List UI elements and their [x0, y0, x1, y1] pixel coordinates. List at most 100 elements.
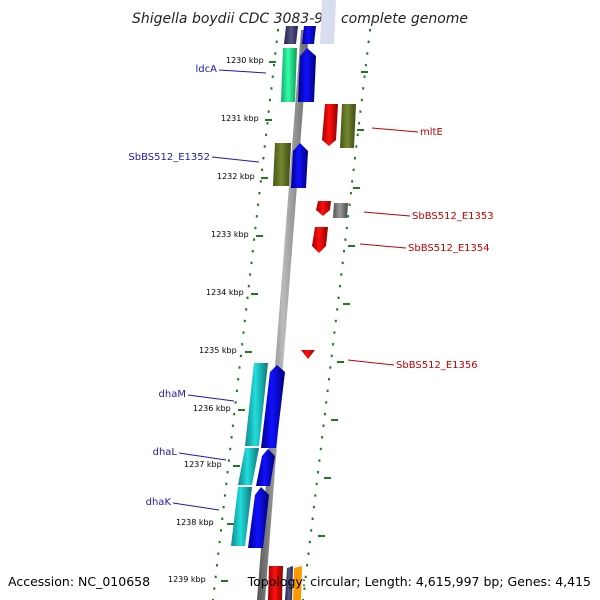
gene-label-sb1352[interactable]: SbBS512_E1352 — [128, 152, 210, 163]
feature-dhaM-cds[interactable] — [261, 365, 285, 448]
tick-dot — [351, 180, 354, 183]
tick-dot — [223, 494, 226, 497]
tick-label-1230: 1230 kbp — [226, 56, 264, 65]
tick-label-1231: 1231 kbp — [221, 114, 259, 123]
topology-text: Topology: circular; Length: 4,615,997 bp… — [247, 574, 591, 589]
top-shadow-band — [320, 0, 336, 44]
tick-dot — [220, 529, 222, 532]
tick-dot — [362, 87, 365, 90]
tick-dot — [275, 40, 278, 43]
feature-dhaL-cds[interactable] — [256, 449, 275, 486]
leader-sb1354 — [359, 243, 407, 249]
tick-dot — [317, 471, 319, 474]
tick-dot — [217, 552, 220, 555]
tick-dot — [273, 63, 275, 67]
feature-ldcA-cds[interactable] — [298, 48, 316, 102]
tick-dot — [347, 215, 350, 218]
tick-dot — [315, 482, 318, 486]
tick-dot — [274, 52, 277, 55]
tick-dot — [359, 110, 362, 113]
tick-dot — [343, 250, 345, 253]
feature-sb1354-cds[interactable] — [312, 227, 328, 253]
feature-dhaL-cog[interactable] — [238, 448, 259, 485]
tick-dot — [265, 133, 268, 137]
tick-label-1233: 1233 kbp — [211, 230, 249, 239]
feature-dhaK-cog[interactable] — [231, 487, 252, 546]
gene-label-dhaL[interactable]: dhaL — [153, 447, 178, 458]
feature-sb1356-cds[interactable] — [301, 350, 315, 359]
gene-label-sb1353[interactable]: SbBS512_E1353 — [412, 211, 494, 222]
gene-label-sb1354[interactable]: SbBS512_E1354 — [408, 243, 490, 254]
tick-dot — [255, 215, 258, 218]
tick-dot — [356, 133, 359, 137]
tick-dot — [235, 389, 238, 392]
feature-dhaM-cog[interactable] — [245, 363, 268, 446]
tick-dot — [230, 436, 233, 439]
tick-dot — [314, 494, 317, 497]
feature-bottom-cds-red[interactable] — [268, 566, 283, 600]
tick-dot — [303, 587, 306, 590]
leader-ldcA — [218, 69, 267, 74]
tick-dot — [333, 331, 336, 334]
tick-dot — [263, 145, 266, 148]
leader-dhaL — [178, 452, 227, 461]
tick-dot — [328, 378, 330, 381]
tick-dot — [337, 296, 340, 299]
tick-dot — [225, 482, 228, 486]
leader-sb1353 — [363, 211, 411, 217]
feature-dhaK-cds[interactable] — [248, 487, 269, 548]
tick-dot — [277, 29, 279, 32]
feature-mltE-cog[interactable] — [340, 104, 356, 148]
leader-sb1356 — [347, 359, 395, 366]
feature-bottom-cog-navy[interactable] — [285, 566, 293, 600]
tick-dot — [266, 122, 269, 125]
map-title: Shigella boydii CDC 3083-94, complete ge… — [132, 11, 468, 27]
feature-top-cog[interactable] — [284, 26, 298, 44]
tick-dot — [226, 471, 229, 474]
leader-dhaM — [187, 394, 235, 402]
tick-dot — [254, 226, 257, 230]
feature-sb1352-cds[interactable] — [291, 143, 308, 188]
tick-dot — [246, 296, 249, 299]
gene-label-mltE[interactable]: mltE — [420, 127, 443, 138]
tick-label-1234: 1234 kbp — [206, 288, 244, 297]
feature-top-cds[interactable] — [302, 26, 316, 44]
tick-dot — [218, 540, 221, 544]
tick-dot — [344, 238, 347, 241]
gene-label-sb1356[interactable]: SbBS512_E1356 — [396, 360, 478, 371]
tick-dot — [349, 191, 352, 195]
tick-dot — [332, 343, 335, 346]
tick-dot — [367, 40, 370, 43]
tick-dot — [239, 354, 242, 358]
tick-dot — [369, 29, 371, 32]
leader-mltE — [371, 127, 419, 133]
tick-dot — [258, 191, 261, 195]
tick-dot — [231, 424, 234, 427]
tick-dot — [323, 412, 326, 416]
tick-dot — [227, 459, 230, 462]
tick-dot — [262, 157, 265, 160]
gene-label-dhaK[interactable]: dhaK — [146, 497, 172, 508]
tick-label-1239: 1239 kbp — [168, 575, 206, 584]
feature-ldcA-cog[interactable] — [281, 48, 297, 102]
tick-dot — [360, 98, 363, 102]
gene-label-dhaM[interactable]: dhaM — [159, 389, 186, 400]
feature-sb1352-cog[interactable] — [273, 143, 291, 186]
gene-label-ldcA[interactable]: ldcA — [196, 64, 218, 75]
tick-dot — [345, 226, 348, 230]
tick-dot — [321, 436, 324, 439]
tick-dot — [312, 505, 315, 509]
feature-sb1353-cog[interactable] — [333, 203, 348, 218]
feature-bottom-cog-orange[interactable] — [293, 566, 302, 600]
feature-mltE-cds[interactable] — [322, 104, 338, 146]
tick-dot — [271, 75, 274, 78]
right-scale-ticks — [318, 71, 368, 537]
tick-dot — [330, 354, 333, 358]
tick-dot — [352, 168, 355, 171]
tick-dot — [325, 401, 328, 404]
tick-dot — [259, 180, 262, 183]
feature-sb1353-cds[interactable] — [316, 201, 331, 216]
tick-dot — [261, 168, 264, 171]
tick-dot — [366, 52, 369, 55]
